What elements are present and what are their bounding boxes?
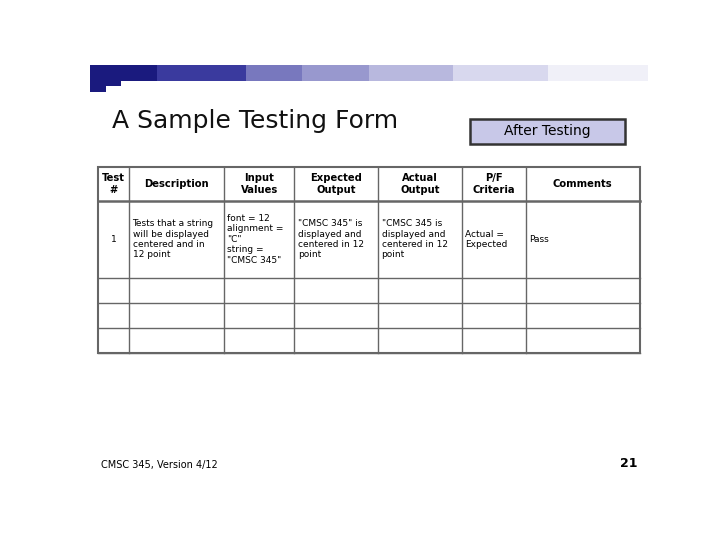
Bar xyxy=(90,65,112,80)
Text: 21: 21 xyxy=(621,457,638,470)
Text: 1: 1 xyxy=(111,235,117,244)
Text: After Testing: After Testing xyxy=(504,124,591,138)
Text: font = 12
alignment =
"C"
string =
"CMSC 345": font = 12 alignment = "C" string = "CMSC… xyxy=(228,214,284,265)
Text: Expected
Output: Expected Output xyxy=(310,173,362,194)
Text: P/F
Criteria: P/F Criteria xyxy=(473,173,516,194)
Bar xyxy=(99,167,639,353)
Bar xyxy=(106,75,121,86)
Bar xyxy=(547,65,648,80)
Text: Actual =
Expected: Actual = Expected xyxy=(465,230,508,249)
Bar xyxy=(112,65,157,80)
Text: CMSC 345, Version 4/12: CMSC 345, Version 4/12 xyxy=(101,460,218,470)
Bar xyxy=(246,65,302,80)
Text: "CMSC 345 is
displayed and
centered in 12
point: "CMSC 345 is displayed and centered in 1… xyxy=(382,219,448,259)
Text: Tests that a string
will be displayed
centered and in
12 point: Tests that a string will be displayed ce… xyxy=(132,219,214,259)
Bar xyxy=(90,80,106,92)
Bar xyxy=(453,65,547,80)
Text: Actual
Output: Actual Output xyxy=(400,173,440,194)
Text: A Sample Testing Form: A Sample Testing Form xyxy=(112,109,398,133)
Bar xyxy=(369,65,453,80)
Bar xyxy=(157,65,246,80)
Text: Test
#: Test # xyxy=(102,173,125,194)
Text: Pass: Pass xyxy=(529,235,549,244)
Text: "CMSC 345" is
displayed and
centered in 12
point: "CMSC 345" is displayed and centered in … xyxy=(297,219,364,259)
Bar xyxy=(302,65,369,80)
Text: Comments: Comments xyxy=(553,179,613,188)
Bar xyxy=(90,69,106,80)
Text: Input
Values: Input Values xyxy=(240,173,278,194)
FancyBboxPatch shape xyxy=(470,119,625,144)
Text: Description: Description xyxy=(144,179,209,188)
